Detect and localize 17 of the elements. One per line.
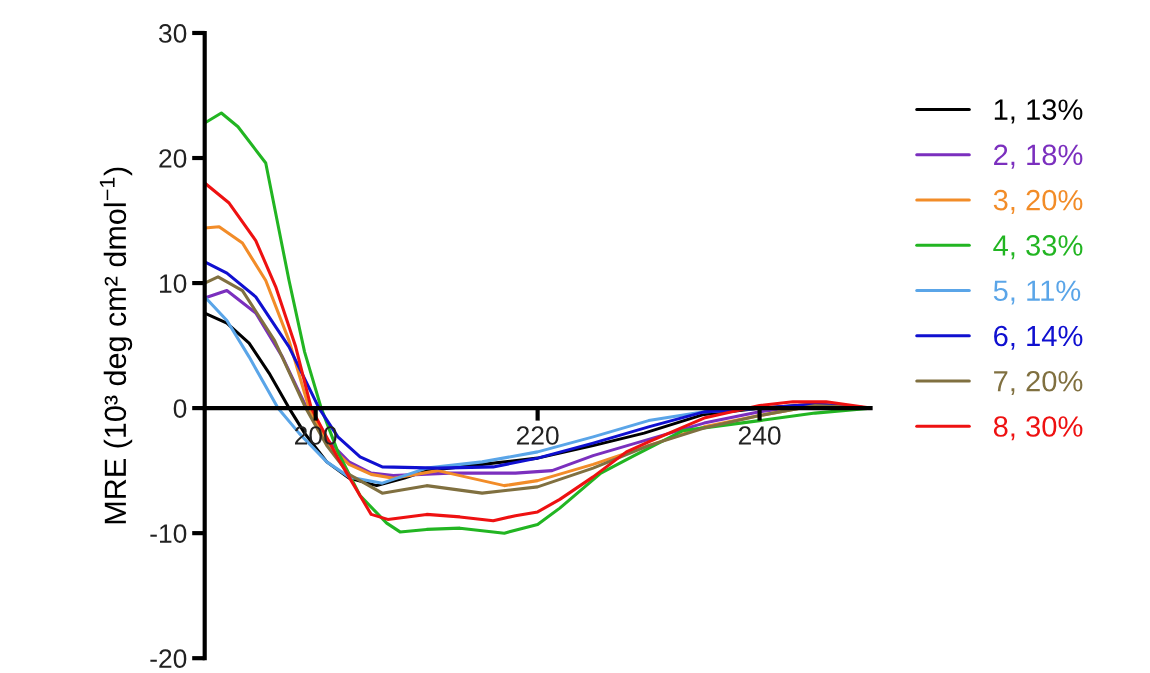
y-axis-title: MRE (10³ deg cm² dmol$^{−1}$) (99, 167, 133, 524)
legend-label: 6, 14% (994, 325, 1083, 350)
legend-label: 4, 33% (993, 235, 1083, 260)
legend-label: 3, 20% (993, 189, 1083, 214)
y-tick-label: -10 (150, 524, 187, 543)
x-tick-label: 220 (516, 426, 559, 445)
legend-label: 2, 18% (994, 144, 1083, 169)
legend-label: 1, 13% (994, 99, 1083, 124)
y-tick-label: 20 (159, 149, 187, 168)
y-tick-label: 10 (160, 274, 187, 293)
legend-label: 5, 11% (993, 280, 1081, 305)
y-tick-label: 30 (159, 24, 187, 43)
legend-label: 7, 20% (994, 370, 1083, 396)
y-tick-label: 0 (173, 399, 187, 418)
x-tick-label: 240 (738, 426, 781, 445)
y-tick-label: -20 (150, 649, 187, 669)
legend-label: 8, 30% (993, 416, 1083, 441)
